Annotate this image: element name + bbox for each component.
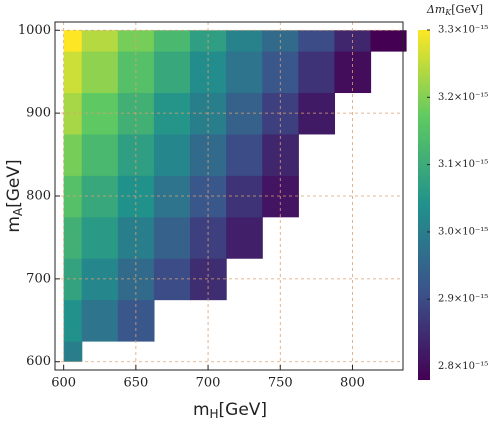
heat-cell <box>226 175 263 218</box>
y-tick-label: 700 <box>26 271 51 286</box>
x-label-base: m <box>193 400 210 420</box>
heat-cell <box>63 341 83 362</box>
y-label-base: m <box>4 216 24 233</box>
y-tick-label: 900 <box>26 106 51 121</box>
y-axis-label: mA[GeV] <box>4 159 25 232</box>
colorbar-tick-label: 2.9×10⁻¹⁵ <box>438 294 488 305</box>
x-axis-label: mH[GeV] <box>193 400 267 421</box>
heat-cell <box>226 51 263 94</box>
heat-cell <box>81 216 119 259</box>
heat-cell <box>226 216 263 259</box>
heat-cell <box>298 30 336 52</box>
colorbar-label-sub: K <box>444 8 452 17</box>
heat-cell <box>81 30 119 52</box>
heat-cell <box>81 133 119 176</box>
heat-cell <box>153 175 191 218</box>
heat-cell <box>153 216 191 259</box>
heat-cell <box>298 92 336 135</box>
heat-cell <box>226 133 263 176</box>
frame <box>54 21 404 371</box>
heat-cell <box>153 133 191 176</box>
heat-cell <box>298 51 336 94</box>
colorbar-tick-label: 3.3×10⁻¹⁵ <box>438 25 488 36</box>
y-label-unit: [GeV] <box>4 159 24 208</box>
heat-cell <box>63 133 83 176</box>
colorbar-tick-label: 3.2×10⁻¹⁵ <box>438 92 488 103</box>
heat-cell <box>153 258 191 301</box>
heat-cell <box>63 92 83 135</box>
heat-cell <box>63 175 83 218</box>
colorbar-label-unit: [GeV] <box>451 3 483 16</box>
x-label-sub: H <box>210 407 219 421</box>
x-tick-label: 700 <box>196 376 221 391</box>
colorbar-tick-label: 3.0×10⁻¹⁵ <box>438 226 488 237</box>
overlay: 600 650 700 750 800 600 700 800 900 1000 <box>18 22 403 391</box>
x-tick-label: 800 <box>340 376 365 391</box>
colorbar-tick-label: 3.1×10⁻¹⁵ <box>438 159 488 170</box>
heat-cell <box>81 51 119 94</box>
heat-cell <box>63 216 83 259</box>
x-tick-label: 750 <box>268 376 293 391</box>
colorbar <box>418 30 430 380</box>
heat-cell <box>153 30 191 52</box>
x-tick-label: 650 <box>123 376 148 391</box>
y-tick-label: 800 <box>26 189 51 204</box>
y-tick-label: 600 <box>26 354 51 369</box>
heat-cell <box>153 51 191 94</box>
x-tick-label: 600 <box>51 376 76 391</box>
heat-cell <box>63 30 83 52</box>
colorbar-tick-label: 2.8×10⁻¹⁵ <box>438 361 488 372</box>
heat-cell <box>226 92 263 135</box>
colorbar-label: ΔmK[GeV] <box>426 3 483 17</box>
heat-cell <box>153 92 191 135</box>
y-label-sub: A <box>11 207 25 216</box>
heat-cell <box>226 30 263 52</box>
heat-cell <box>81 299 119 342</box>
y-tick-label: 1000 <box>18 23 51 38</box>
heat-cell <box>370 30 407 52</box>
colorbar-label-base: Δm <box>426 3 445 16</box>
heat-cell <box>63 258 83 301</box>
heat-cell <box>63 299 83 342</box>
heat-cell <box>63 51 83 94</box>
x-label-unit: [GeV] <box>219 400 268 420</box>
